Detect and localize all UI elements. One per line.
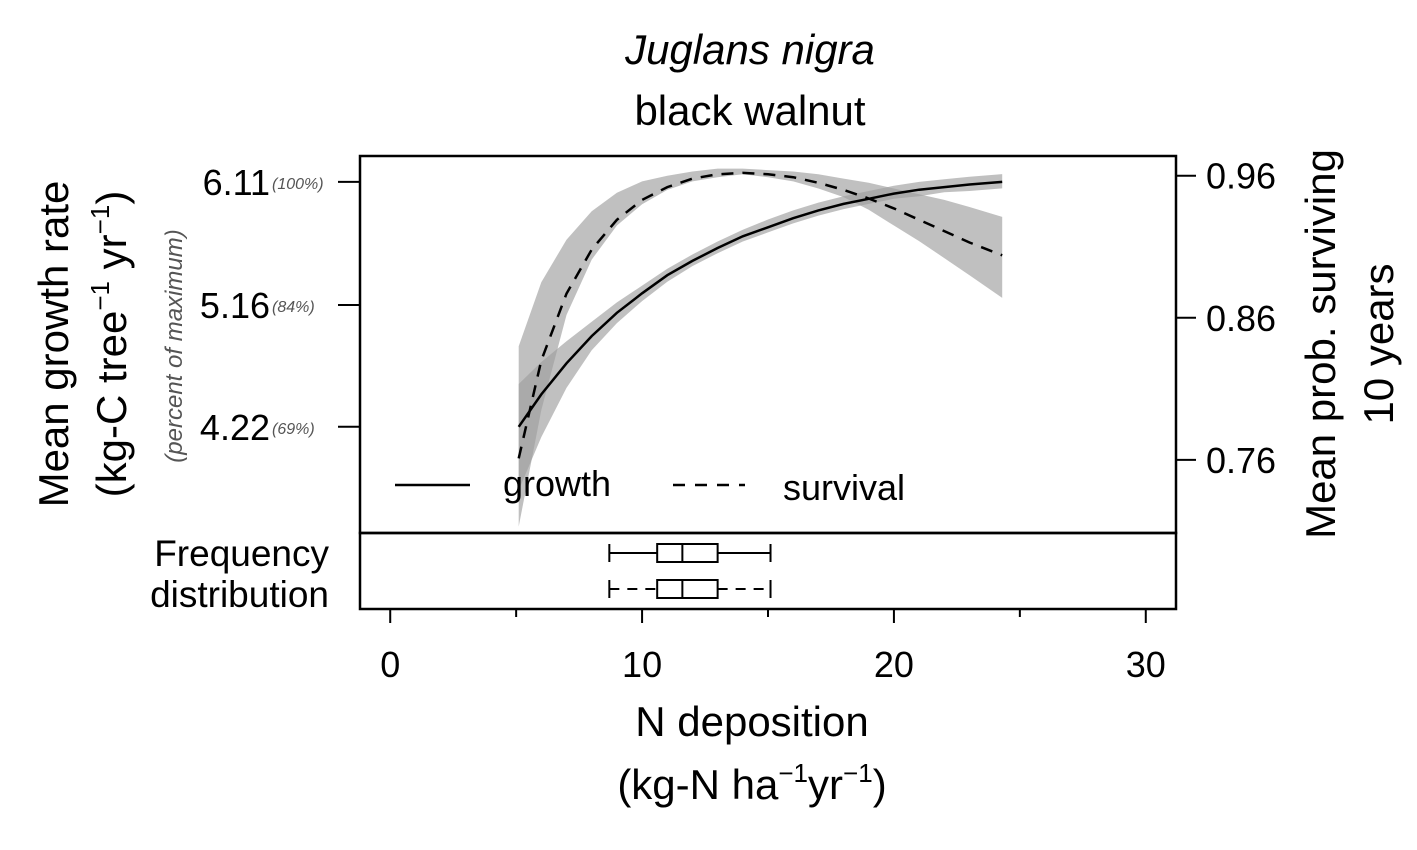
series-lines <box>517 171 1003 459</box>
frequency-boxplots <box>608 543 772 599</box>
legend-growth-label: growth <box>503 463 611 504</box>
legend: growth survival <box>395 463 905 508</box>
boxplot-survival-box <box>656 579 719 599</box>
series-line-growth <box>517 180 1003 428</box>
main-plot-frame <box>358 154 1178 535</box>
series-line-survival <box>517 171 1003 459</box>
left-axis-title-mid: yr <box>88 234 135 281</box>
chart-title-species: Juglans nigra <box>624 26 875 73</box>
left-axis-title-sup1: −1 <box>85 281 115 311</box>
left-axis-title-suffix: ) <box>88 191 135 205</box>
legend-survival-label: survival <box>783 467 905 508</box>
ci-bands <box>518 168 1003 527</box>
x-axis-title-sup1: −1 <box>778 758 808 788</box>
x-tick-label-0: 0 <box>380 644 400 685</box>
left-axis-title-line2: (kg-C tree−1 yr−1) <box>85 191 135 498</box>
right-axis-title-line2: 10 years <box>1355 263 1402 424</box>
left-tick-pct-5.16: (84%) <box>272 299 315 316</box>
left-tick-pct-6.11: (100%) <box>272 176 324 193</box>
ci-band-survival <box>518 168 1003 527</box>
x-tick-label-30: 30 <box>1126 644 1166 685</box>
right-tick-label-0.96: 0.96 <box>1206 156 1276 197</box>
left-axis-sublabel: (percent of maximum) <box>161 229 188 462</box>
x-axis-title-suffix: ) <box>873 761 887 808</box>
frequency-label-line1: Frequency <box>154 533 329 574</box>
left-axis-title-line1: Mean growth rate <box>30 181 77 508</box>
x-axis-title-line1: N deposition <box>635 698 868 745</box>
x-tick-label-20: 20 <box>874 644 914 685</box>
left-tick-label-4.22: 4.22 <box>200 407 270 448</box>
x-axis-title-prefix: (kg-N ha <box>617 761 779 808</box>
left-axis-title-prefix: (kg-C tree <box>88 311 135 498</box>
right-tick-label-0.86: 0.86 <box>1206 298 1276 339</box>
boxplot-growth-box <box>656 543 719 563</box>
x-axis-title-sup2: −1 <box>843 758 873 788</box>
right-tick-label-0.76: 0.76 <box>1206 440 1276 481</box>
frequency-label-line2: distribution <box>150 574 329 615</box>
left-axis-title-sup2: −1 <box>85 205 115 235</box>
left-tick-pct-4.22: (69%) <box>272 421 315 438</box>
left-tick-label-6.11: 6.11 <box>203 162 270 203</box>
chart-title-common: black walnut <box>634 87 865 134</box>
x-axis-title-mid: yr <box>808 761 843 808</box>
right-axis-title-line1: Mean prob. surviving <box>1297 149 1344 539</box>
x-tick-label-10: 10 <box>622 644 662 685</box>
left-tick-label-5.16: 5.16 <box>200 285 270 326</box>
frequency-panel-frame <box>358 531 1178 611</box>
axes: 0 10 20 30 6.11 (100%) 5.16 (84%) 4.22 (69%) 0.96 0… <box>200 156 1276 685</box>
x-axis-title-line2: (kg-N ha−1yr−1) <box>617 758 886 808</box>
